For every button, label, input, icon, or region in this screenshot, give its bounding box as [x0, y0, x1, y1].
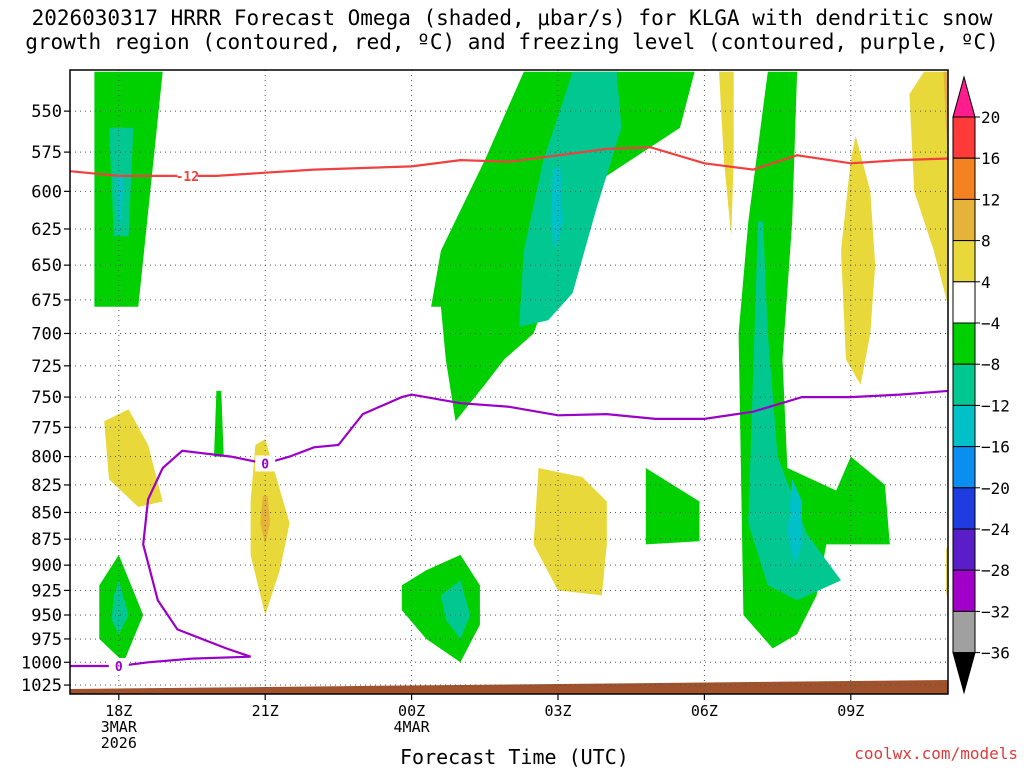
- omega-region-yellow-0230-lower: [533, 468, 607, 596]
- colorbar-label-6: −8: [981, 355, 1000, 374]
- red-contour-label-bg: [177, 167, 198, 184]
- x-tick-sublabel-18Z: 3MAR: [101, 718, 138, 736]
- omega-region-yellow-10z-upper: [909, 71, 948, 306]
- colorbar-label-13: −36: [981, 644, 1010, 663]
- colorbar-label-8: −16: [981, 438, 1010, 457]
- colorbar-label-11: −28: [981, 561, 1010, 580]
- omega-region-green-0430-lower: [645, 468, 700, 545]
- omega-region-yellow-21z: [250, 439, 290, 615]
- purple-contour-label-2: 0: [261, 457, 269, 472]
- colorbar-label-12: −32: [981, 602, 1010, 621]
- title-line-2: growth region (contoured, red, ºC) and f…: [25, 30, 999, 54]
- colorbar-label-1: 16: [981, 149, 1000, 168]
- x-tick-label-21Z: 21Z: [252, 702, 279, 720]
- omega-region-teal-01z-lower: [440, 580, 471, 639]
- terrain-ground: [70, 680, 948, 694]
- purple-contour-line: [70, 389, 948, 668]
- omega-region-teal-07z-column: [748, 221, 841, 601]
- x-tick-sublabel-00Z: 4MAR: [394, 718, 431, 736]
- omega-region-yellow-08z-upper: [841, 135, 876, 385]
- colorbar-segment-11: [952, 569, 976, 612]
- purple-contour-label-2-bg: [255, 455, 276, 472]
- colorbar-segment-0: [952, 116, 976, 159]
- y-tick-label-875: 875: [31, 530, 62, 550]
- y-tick-label-725: 725: [31, 357, 62, 377]
- y-tick-label-600: 600: [31, 182, 62, 202]
- red-contour-line: [70, 146, 948, 177]
- colorbar-segment-10: [952, 528, 976, 571]
- y-tick-label-900: 900: [31, 556, 62, 576]
- y-tick-label-625: 625: [31, 220, 62, 240]
- x-tick-label-06Z: 06Z: [691, 702, 718, 720]
- omega-region-yellow-05z-upper: [719, 71, 734, 237]
- omega-region-teal-18z-lower: [111, 580, 129, 635]
- site-credit: coolwx.com/models: [854, 744, 1018, 763]
- x-tick-year-18Z: 2026: [101, 734, 137, 752]
- omega-region-cyan-07z-core: [787, 479, 802, 566]
- y-tick-label-775: 775: [31, 418, 62, 438]
- omega-region-teal-18z-core: [116, 175, 124, 222]
- title-line-1: 2026030317 HRRR Forecast Omega (shaded, …: [31, 6, 993, 30]
- y-tick-label-750: 750: [31, 388, 62, 408]
- x-tick-label-00Z: 00Z: [398, 702, 425, 720]
- y-tick-label-650: 650: [31, 256, 62, 276]
- y-tick-label-575: 575: [31, 143, 62, 163]
- omega-region-cyan-02z-core: [550, 168, 563, 251]
- y-tick-label-700: 700: [31, 324, 62, 344]
- omega-region-orange-11z-edge: [943, 71, 948, 155]
- x-axis-title: Forecast Time (UTC): [400, 745, 629, 769]
- omega-region-teal-02z-column: [519, 71, 622, 327]
- x-tick-label-18Z: 18Z: [105, 702, 132, 720]
- colorbar-bottom-arrow: [952, 652, 976, 695]
- y-tick-label-550: 550: [31, 102, 62, 122]
- y-tick-label-850: 850: [31, 503, 62, 523]
- colorbar-segment-4: [952, 281, 976, 324]
- colorbar-label-7: −12: [981, 396, 1010, 415]
- colorbar-label-9: −20: [981, 479, 1010, 498]
- colorbar-segment-3: [952, 240, 976, 283]
- colorbar-segment-7: [952, 404, 976, 448]
- red-contour-label: -12: [176, 170, 199, 185]
- colorbar-segment-5: [952, 322, 976, 365]
- plot-frame: [69, 69, 949, 695]
- colorbar-top-arrow: [952, 75, 976, 118]
- purple-contour-label-1-bg: [108, 657, 129, 674]
- colorbar-label-3: 8: [981, 232, 991, 251]
- omega-region-yellow-18z-lower: [104, 409, 163, 507]
- x-tick-label-03Z: 03Z: [544, 702, 571, 720]
- colorbar-segment-9: [952, 487, 976, 530]
- y-tick-label-925: 925: [31, 581, 62, 601]
- omega-region-green-2030-sliver: [214, 390, 224, 457]
- colorbar-label-10: −24: [981, 520, 1010, 539]
- colorbar-segment-6: [952, 363, 976, 406]
- colorbar-label-0: 20: [981, 108, 1000, 127]
- y-tick-label-1025: 1025: [21, 676, 62, 696]
- chart-title: 2026030317 HRRR Forecast Omega (shaded, …: [0, 6, 1024, 54]
- colorbar-label-5: −4: [981, 314, 1000, 333]
- y-tick-label-800: 800: [31, 448, 62, 468]
- colorbar-segment-2: [952, 198, 976, 242]
- y-tick-label-975: 975: [31, 630, 62, 650]
- colorbar-label-4: 4: [981, 273, 991, 292]
- x-tick-label-09Z: 09Z: [837, 702, 864, 720]
- y-tick-label-825: 825: [31, 476, 62, 496]
- colorbar-segment-12: [952, 610, 976, 654]
- colorbar-segment-1: [952, 157, 976, 200]
- y-tick-label-1000: 1000: [21, 653, 62, 673]
- y-tick-label-950: 950: [31, 606, 62, 626]
- purple-contour-label-1: 0: [115, 660, 123, 675]
- colorbar-segment-8: [952, 446, 976, 489]
- colorbar-label-2: 12: [981, 190, 1000, 209]
- y-tick-label-675: 675: [31, 291, 62, 311]
